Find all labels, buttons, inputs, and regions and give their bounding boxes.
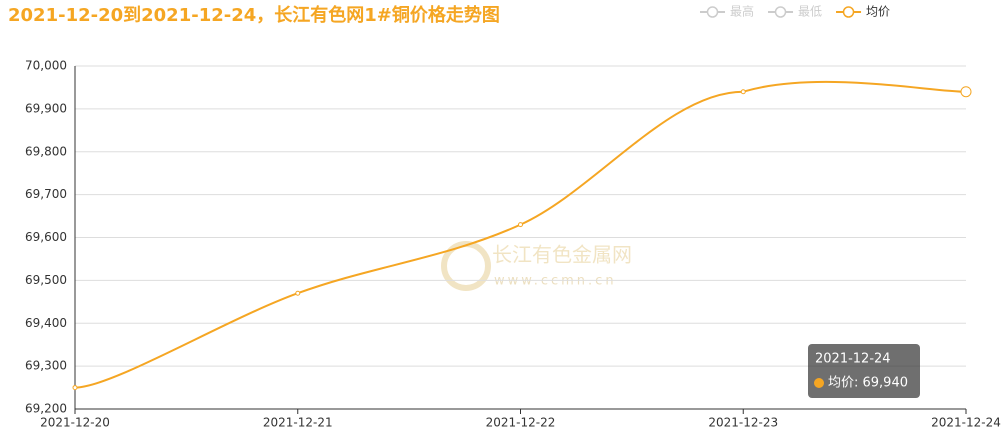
tooltip-title: 2021-12-24 xyxy=(815,352,891,367)
tooltip-box xyxy=(808,344,920,398)
point xyxy=(740,89,746,95)
y-tick-label: 69,300 xyxy=(25,359,67,373)
point xyxy=(960,86,972,98)
watermark-logo xyxy=(441,241,491,291)
legend-marker xyxy=(774,6,787,18)
y-tick-label: 69,600 xyxy=(25,230,67,244)
x-tick-label: 2021-12-23 xyxy=(708,416,778,430)
point xyxy=(72,385,78,391)
watermark-name: 长江有色金属网 xyxy=(492,243,632,267)
legend-marker xyxy=(706,6,719,18)
legend-label: 均价 xyxy=(866,5,890,19)
y-tick-label: 69,400 xyxy=(25,316,67,330)
tooltip: 2021-12-24 均价: 69,940 xyxy=(808,344,920,398)
y-tick-label: 69,200 xyxy=(25,402,67,416)
point xyxy=(295,290,301,296)
tooltip-marker xyxy=(814,378,824,388)
legend-label: 最低 xyxy=(798,5,822,19)
y-tick-label: 69,900 xyxy=(25,101,67,115)
x-tick-label: 2021-12-21 xyxy=(263,416,333,430)
tooltip-text: 均价: 69,940 xyxy=(828,376,908,391)
x-tick-label: 2021-12-20 xyxy=(40,416,110,430)
chart-title: 2021-12-20到2021-12-24，长江有色网1#铜价格走势图 xyxy=(8,4,500,26)
watermark-url: www.ccmn.cn xyxy=(494,274,617,289)
line xyxy=(74,80,967,389)
x-tick-label: 2021-12-22 xyxy=(486,416,556,430)
y-tick-label: 69,700 xyxy=(25,187,67,201)
y-tick-label: 70,000 xyxy=(25,59,67,73)
watermark: 长江有色金属网 www.ccmn.cn xyxy=(441,241,632,291)
y-tick-label: 69,800 xyxy=(25,144,67,158)
point xyxy=(518,222,523,228)
y-tick-label: 69,500 xyxy=(25,273,67,287)
legend-label: 最高 xyxy=(730,4,754,19)
legend-marker xyxy=(842,6,855,18)
x-tick-label: 2021-12-24 xyxy=(931,416,1001,430)
